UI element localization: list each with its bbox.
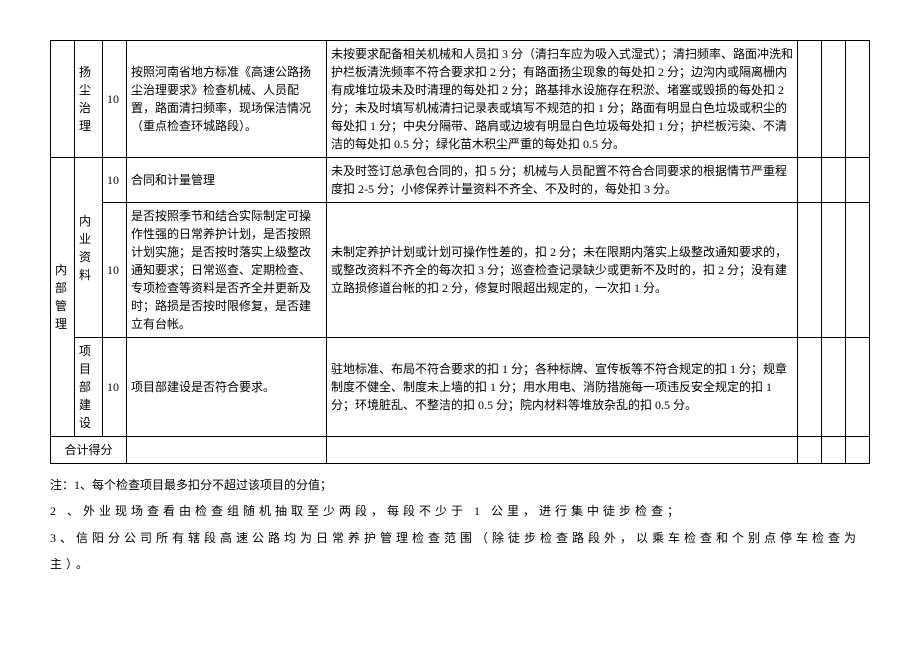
footer-label-cell: 合计得分 (51, 437, 127, 464)
blank-cell (846, 437, 870, 464)
blank-cell (798, 338, 822, 437)
score-value-cell: 10 (103, 41, 127, 158)
blank-cell (846, 203, 870, 338)
subcategory-cell: 扬尘治理 (75, 41, 103, 158)
blank-cell (798, 41, 822, 158)
note-line-2: 2 、外业现场查看由检查组随机抽取至少两段，每段不少于 1 公里，进行集中徒步检… (50, 498, 870, 524)
category-cell: 内部管理 (51, 158, 75, 437)
description-cell: 是否按照季节和结合实际制定可操作性强的日常养护计划，是否按照计划实施；是否按时落… (127, 203, 327, 338)
note-line-3: 3、信阳分公司所有辖段高速公路均为日常养护管理检查范围（除徒步检查路段外，以乘车… (50, 525, 870, 578)
description-cell: 按照河南省地方标准《高速公路扬尘治理要求》检查机械、人员配置，路面清扫频率，现场… (127, 41, 327, 158)
blank-cell (798, 437, 822, 464)
category-cell (51, 41, 75, 158)
description-cell: 项目部建设是否符合要求。 (127, 338, 327, 437)
blank-cell (822, 41, 846, 158)
blank-cell (846, 338, 870, 437)
description-cell: 合同和计量管理 (127, 158, 327, 203)
score-value-cell: 10 (103, 203, 127, 338)
blank-cell (846, 41, 870, 158)
blank-cell (798, 203, 822, 338)
blank-cell (822, 338, 846, 437)
notes-section: 注：1、每个检查项目最多扣分不超过该项目的分值； 2 、外业现场查看由检查组随机… (50, 472, 870, 578)
criteria-cell: 驻地标准、布局不符合要求的扣 1 分；各种标牌、宣传板等不符合规定的扣 1 分；… (327, 338, 798, 437)
blank-cell (798, 158, 822, 203)
criteria-cell: 未及时签订总承包合同的，扣 5 分；机械与人员配置不符合合同要求的根据情节严重程… (327, 158, 798, 203)
table-row: 内部管理内业资料10合同和计量管理未及时签订总承包合同的，扣 5 分；机械与人员… (51, 158, 870, 203)
score-value-cell: 10 (103, 158, 127, 203)
table-row: 扬尘治理10按照河南省地方标准《高速公路扬尘治理要求》检查机械、人员配置，路面清… (51, 41, 870, 158)
table-row: 项目部建设10项目部建设是否符合要求。驻地标准、布局不符合要求的扣 1 分；各种… (51, 338, 870, 437)
blank-cell (822, 437, 846, 464)
score-value-cell: 10 (103, 338, 127, 437)
blank-cell (822, 203, 846, 338)
blank-cell (822, 158, 846, 203)
table-row: 10是否按照季节和结合实际制定可操作性强的日常养护计划，是否按照计划实施；是否按… (51, 203, 870, 338)
subcategory-cell: 项目部建设 (75, 338, 103, 437)
footer-row: 合计得分 (51, 437, 870, 464)
criteria-cell: 未按要求配备相关机械和人员扣 3 分（清扫车应为吸入式湿式）；清扫频率、路面冲洗… (327, 41, 798, 158)
blank-cell (127, 437, 327, 464)
subcategory-cell: 内业资料 (75, 158, 103, 338)
criteria-cell: 未制定养护计划或计划可操作性差的，扣 2 分；未在限期内落实上级整改通知要求的，… (327, 203, 798, 338)
note-line-1: 注：1、每个检查项目最多扣分不超过该项目的分值； (50, 472, 870, 498)
blank-cell (846, 158, 870, 203)
inspection-table: 扬尘治理10按照河南省地方标准《高速公路扬尘治理要求》检查机械、人员配置，路面清… (50, 40, 870, 464)
blank-cell (327, 437, 798, 464)
